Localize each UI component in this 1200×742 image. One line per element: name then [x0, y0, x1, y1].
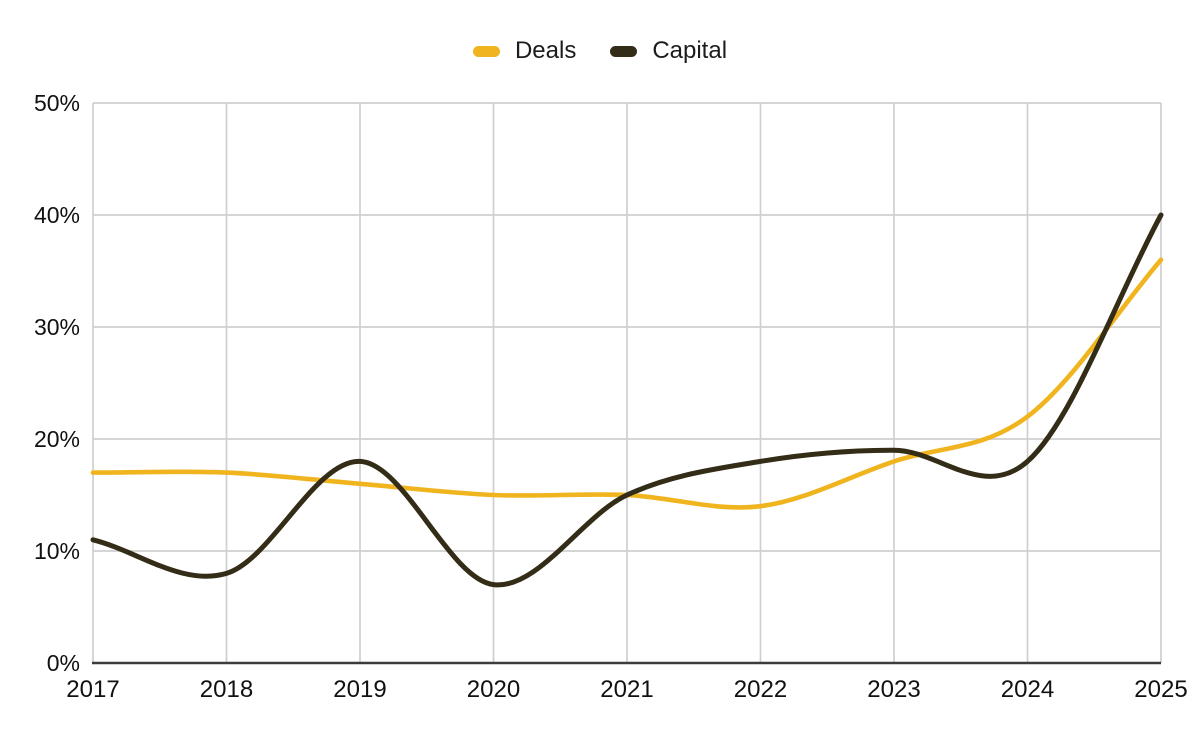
y-tick-label: 50% [34, 90, 80, 116]
y-tick-label: 10% [34, 538, 80, 564]
x-tick-label: 2022 [734, 676, 787, 703]
chart-legend: Deals Capital [0, 38, 1200, 64]
deals-legend-label: Deals [514, 37, 577, 64]
y-tick-label: 20% [34, 426, 80, 452]
y-tick-label: 0% [47, 650, 80, 676]
x-tick-label: 2018 [200, 676, 253, 703]
y-tick-label: 30% [34, 314, 80, 340]
x-tick-label: 2019 [333, 676, 386, 703]
legend-item-deals: Deals [472, 37, 577, 64]
x-tick-label: 2021 [600, 676, 653, 703]
x-tick-label: 2017 [66, 676, 119, 703]
x-tick-label: 2023 [867, 676, 920, 703]
x-tick-label: 2020 [467, 676, 520, 703]
legend-item-capital: Capital [610, 39, 727, 63]
x-tick-label: 2025 [1134, 676, 1187, 703]
capital-legend-label: Capital [652, 37, 728, 64]
y-tick-label: 40% [34, 202, 80, 228]
capital-series-swatch-icon [610, 45, 638, 57]
deals-series-swatch-icon [472, 45, 500, 57]
deals-series-line[interactable] [90, 257, 1164, 510]
capital-series-line[interactable] [90, 212, 1164, 588]
x-tick-label: 2024 [1001, 676, 1054, 703]
